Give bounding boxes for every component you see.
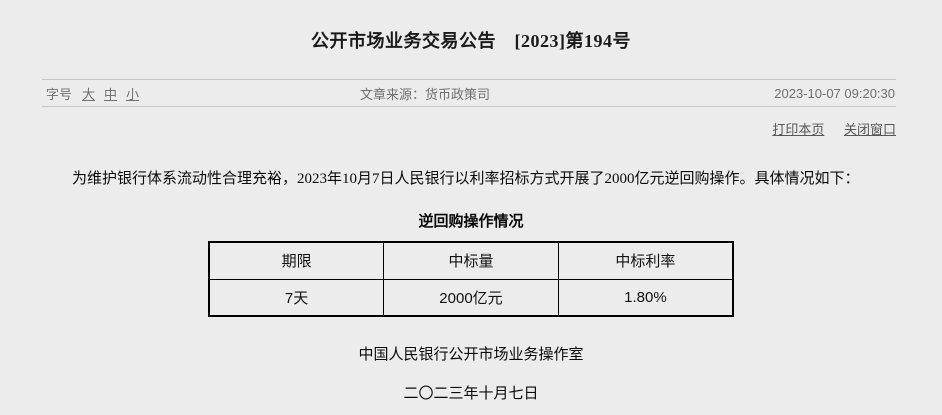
article-source: 文章来源：货币政策司 (342, 84, 774, 103)
table-cell-volume: 2000亿元 (383, 278, 559, 317)
reverse-repo-table: 期限 中标量 中标利率 7天 2000亿元 1.80% (208, 241, 734, 317)
table-header-volume: 中标量 (383, 241, 559, 280)
font-size-control: 字号 大 中 小 (42, 84, 342, 103)
table-title: 逆回购操作情况 (418, 213, 524, 230)
signature-date: 二〇二三年十月七日 (403, 386, 539, 402)
print-page-link[interactable]: 打印本页 (772, 122, 825, 137)
source-value: 货币政策司 (425, 86, 491, 102)
page-title: 公开市场业务交易公告 [2023]第194号 (311, 31, 631, 51)
font-size-small-link[interactable]: 小 (126, 86, 140, 102)
signature: 中国人民银行公开市场业务操作室 (358, 347, 584, 363)
publish-timestamp: 2023-10-07 09:20:30 (774, 86, 896, 101)
table-header-term: 期限 (208, 241, 385, 280)
table-header-row: 期限 中标量 中标利率 (208, 241, 734, 280)
close-window-link[interactable]: 关闭窗口 (843, 122, 896, 137)
font-size-medium-link[interactable]: 中 (104, 86, 118, 102)
action-links: 打印本页 关闭窗口 (0, 119, 896, 137)
font-size-large-link[interactable]: 大 (82, 86, 96, 102)
announcement-paragraph: 为维护银行体系流动性合理充裕，2023年10月7日人民银行以利率招标方式开展了2… (72, 171, 860, 187)
table-header-rate: 中标利率 (557, 241, 734, 280)
timestamp-text: 2023-10-07 09:20:30 (774, 85, 895, 101)
table-row: 7天 2000亿元 1.80% (208, 278, 734, 317)
table-cell-term: 7天 (208, 278, 385, 317)
meta-bar: 字号 大 中 小 文章来源：货币政策司 2023-10-07 09:20:30 (42, 79, 896, 107)
font-size-label: 字号 (46, 86, 73, 102)
source-label: 文章来源： (360, 86, 426, 102)
table-cell-rate: 1.80% (557, 278, 734, 317)
